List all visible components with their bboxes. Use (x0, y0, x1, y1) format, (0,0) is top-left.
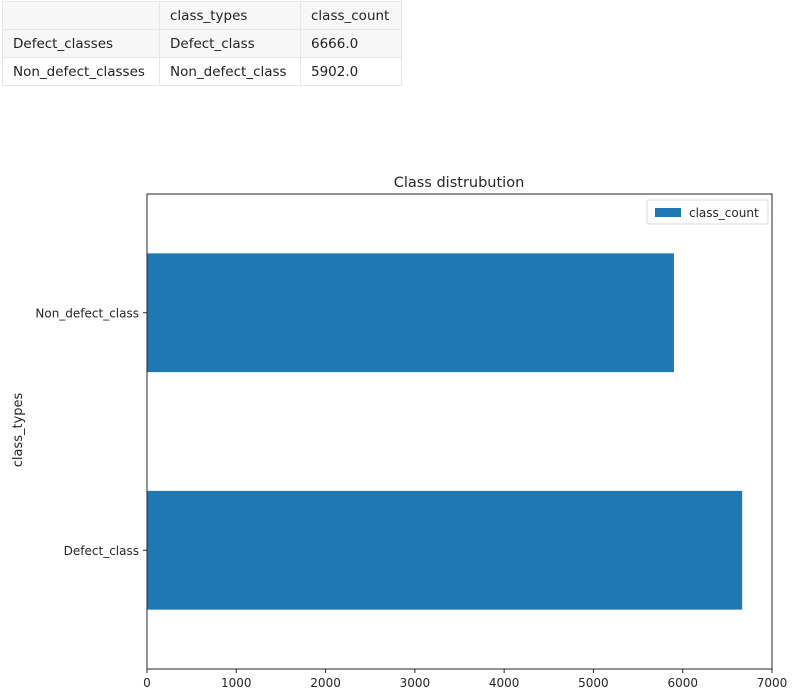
legend-box (646, 199, 769, 225)
table-cell-class-types: Defect_class (159, 29, 301, 58)
dataframe-table: class_types class_count Defect_classes D… (2, 1, 402, 86)
bar-chart: Class distrubution class_types Defect_cl… (11, 175, 788, 690)
x-tick-label: 0 (143, 676, 151, 690)
x-tick-label: 5000 (578, 676, 609, 690)
table-row: Non_defect_classes Non_defect_class 5902… (2, 57, 402, 86)
table-header-class-types: class_types (159, 1, 301, 30)
table-header-row: class_types class_count (2, 1, 402, 30)
x-tick-label: 4000 (489, 676, 520, 690)
x-tick-label: 1000 (221, 676, 252, 690)
plot-frame (146, 193, 773, 670)
legend-label: class_count (689, 206, 759, 220)
y-axis-label: class_types (11, 392, 26, 467)
y-tick-label: Non_defect_class (35, 306, 139, 320)
x-tick-label: 6000 (667, 676, 698, 690)
table-header-class-count: class_count (300, 1, 402, 30)
legend-swatch (655, 208, 681, 217)
x-tick-label: 3000 (400, 676, 431, 690)
table-cell-class-types: Non_defect_class (159, 57, 301, 86)
bar-defect-class (147, 490, 743, 610)
x-tick-label: 2000 (310, 676, 341, 690)
table-cell-class-count: 5902.0 (300, 57, 402, 86)
y-tick-label: Defect_class (64, 544, 139, 558)
chart-title: Class distrubution (394, 175, 525, 191)
table-row-index: Non_defect_classes (2, 57, 160, 86)
table-row: Defect_classes Defect_class 6666.0 (2, 29, 402, 58)
table-cell-class-count: 6666.0 (300, 29, 402, 58)
table-row-index: Defect_classes (2, 29, 160, 58)
bar-non-defect-class (147, 253, 674, 373)
table-header-index (2, 1, 160, 30)
x-tick-label: 7000 (757, 676, 788, 690)
